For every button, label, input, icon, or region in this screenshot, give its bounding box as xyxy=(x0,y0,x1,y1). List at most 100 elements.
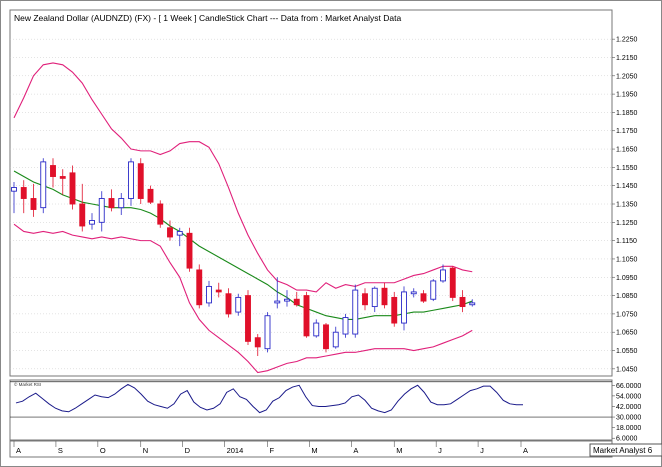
candle xyxy=(176,227,183,247)
indicator-label: © Market RSI xyxy=(14,381,41,387)
time-tick-label: 2014 xyxy=(227,446,244,455)
rsi-plot-area xyxy=(9,379,613,441)
price-tick-label: 1.0450 xyxy=(616,366,638,373)
price-tick-label: 1.1950 xyxy=(616,92,638,99)
rsi-line xyxy=(15,383,523,414)
candle xyxy=(303,291,310,338)
rsi-levels xyxy=(10,381,612,418)
candle-body-up xyxy=(40,161,47,209)
price-tick-label: 1.1550 xyxy=(616,165,638,172)
candle xyxy=(147,185,154,204)
candle xyxy=(69,165,76,210)
candle-body-down xyxy=(79,203,86,227)
candle xyxy=(50,158,56,188)
candle xyxy=(332,326,339,349)
price-tick-label: 1.0950 xyxy=(616,275,638,282)
candle xyxy=(323,323,329,353)
candle-body-down xyxy=(420,293,427,302)
rsi-tick-label: 6.0000 xyxy=(616,436,638,443)
candlesticks xyxy=(11,158,476,357)
candle xyxy=(98,191,105,232)
watermark-badge: Market Analyst 6 xyxy=(589,443,662,457)
time-tick-label: A xyxy=(16,446,21,455)
candle-body-down xyxy=(459,296,466,308)
price-tick-label: 1.0750 xyxy=(616,311,638,318)
candle-body-down xyxy=(30,198,37,210)
candle-body-up xyxy=(371,287,378,308)
candle xyxy=(206,280,212,307)
price-plot-area xyxy=(9,9,613,377)
candle-body-up xyxy=(128,161,134,199)
price-tick-label: 1.1150 xyxy=(616,238,637,245)
candle xyxy=(459,290,466,313)
candle-body-down xyxy=(225,293,232,315)
candle-body-up xyxy=(235,296,242,313)
candle xyxy=(225,288,232,318)
time-tick-label: J xyxy=(438,446,442,455)
candle-body-down xyxy=(323,324,329,350)
candle xyxy=(391,291,398,327)
candle-body-down xyxy=(196,269,203,306)
price-tick-label: 1.2050 xyxy=(616,73,638,80)
price-panel: New Zealand Dollar (AUDNZD) (FX) - [ 1 W… xyxy=(9,9,613,377)
watermark-text: Market Analyst 6 xyxy=(593,446,653,455)
candle-body-down xyxy=(245,295,251,342)
price-tick-label: 1.1850 xyxy=(616,110,638,117)
candle xyxy=(362,288,368,311)
candle-body-up xyxy=(98,198,105,223)
candle-body-up xyxy=(342,317,349,335)
candle xyxy=(313,319,320,338)
time-axis: A S O N D 2014 F M A M J J A xyxy=(9,440,613,458)
candle-body-up xyxy=(352,289,359,335)
candle-body-down xyxy=(167,227,173,238)
time-tick-label: A xyxy=(353,446,358,455)
price-tick-label: 1.1650 xyxy=(616,147,638,154)
candle-body-up xyxy=(264,315,271,350)
candle xyxy=(30,183,37,217)
price-axis: 1.2250 1.2150 1.2050 1.1950 1.1850 1.1750 1.16… xyxy=(612,37,638,373)
candle xyxy=(420,290,427,303)
bollinger-lower-line xyxy=(13,223,473,374)
candle xyxy=(40,158,47,214)
candle-body-up xyxy=(176,231,183,236)
candle xyxy=(254,334,261,357)
candle xyxy=(108,189,115,212)
candle-body-down xyxy=(137,163,144,199)
price-tick-label: 1.1350 xyxy=(616,202,638,209)
candle-body-up xyxy=(206,285,212,304)
candle xyxy=(430,279,437,302)
candle xyxy=(137,158,144,204)
candle xyxy=(449,266,456,302)
rsi-path xyxy=(15,383,523,414)
rsi-tick-label: 30.0000 xyxy=(616,415,641,422)
rsi-tick-label: 18.0000 xyxy=(616,425,641,432)
candle-body-up xyxy=(332,331,339,348)
price-tick-label: 1.0550 xyxy=(616,348,638,355)
candle-body-down xyxy=(108,198,115,209)
candle-body-down xyxy=(293,298,300,306)
candle-body-down xyxy=(157,203,164,225)
candle xyxy=(264,312,271,353)
candle-body-up xyxy=(313,322,320,337)
time-tick-label: A xyxy=(523,446,528,455)
candle-body-down xyxy=(59,176,66,179)
candle xyxy=(196,264,203,309)
candle-body-down xyxy=(215,289,222,293)
time-tick-label: N xyxy=(143,446,148,455)
candle-body-down xyxy=(50,165,56,177)
candle xyxy=(167,220,173,241)
chart-title: New Zealand Dollar (AUDNZD) (FX) - [ 1 W… xyxy=(14,13,401,23)
candle xyxy=(293,291,300,307)
candle xyxy=(274,277,281,309)
bollinger-upper-band xyxy=(13,62,473,293)
rsi-tick-label: 66.0000 xyxy=(616,383,641,390)
time-tick-label: D xyxy=(185,446,191,455)
candle-body-down xyxy=(147,188,154,203)
candle-body-down xyxy=(381,287,388,306)
candle-body-down xyxy=(254,337,261,348)
candle xyxy=(440,264,446,283)
candle-body-down xyxy=(186,232,193,269)
candle-body-down xyxy=(449,267,456,298)
candle-body-up xyxy=(118,198,125,209)
